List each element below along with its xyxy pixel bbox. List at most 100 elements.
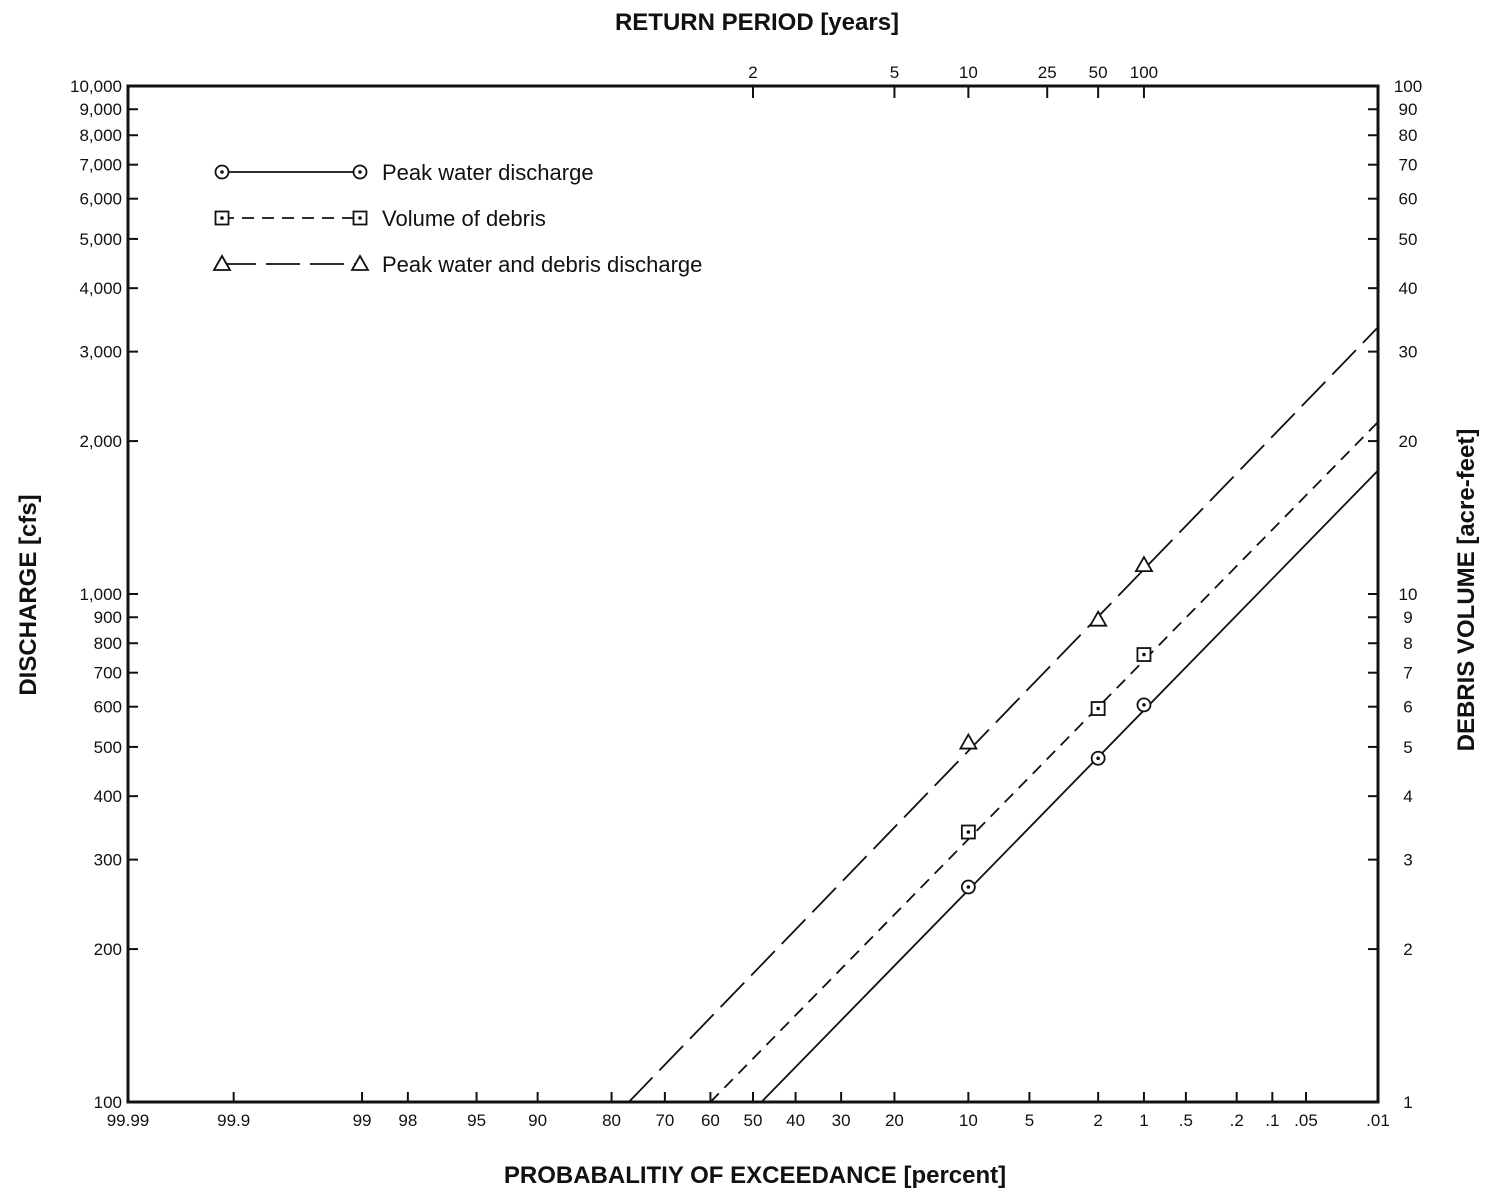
x-tick-label: 10 [959, 1111, 978, 1130]
x-tick-label: 5 [1025, 1111, 1034, 1130]
x-axis-title: PROBABALITIY OF EXCEEDANCE [percent] [504, 1162, 1006, 1189]
marker-center-dot [220, 216, 224, 220]
y2-tick-label: 90 [1399, 100, 1418, 119]
y2-tick-label: 4 [1403, 787, 1412, 806]
y-tick-label: 10,000 [70, 77, 122, 96]
y2-tick-label: 3 [1403, 851, 1412, 870]
legend-label: Peak water discharge [382, 160, 594, 185]
y-tick-label: 400 [94, 787, 122, 806]
y-tick-label: 9,000 [79, 100, 122, 119]
x-tick-label: 95 [467, 1111, 486, 1130]
x-tick-label: .5 [1179, 1111, 1193, 1130]
marker-center-dot [220, 170, 224, 174]
marker-center-dot [966, 885, 971, 889]
plot-frame [126, 84, 1380, 1104]
y2-tick-label: 10 [1399, 585, 1418, 604]
x-tick-label: .1 [1265, 1111, 1279, 1130]
top-tick-label: 10 [959, 63, 978, 82]
x-tick-label: 50 [744, 1111, 763, 1130]
y-tick-label: 1,000 [79, 585, 122, 604]
y2-tick-label: 9 [1403, 608, 1412, 627]
x-tick-label: .05 [1294, 1111, 1318, 1130]
y-tick-label: 100 [94, 1093, 122, 1112]
data-point [1136, 697, 1152, 713]
triangle-marker [1134, 555, 1154, 572]
y2-tick-label: 50 [1399, 230, 1418, 249]
axis-ticks: 99.99 99.9 99 98 95 90 80 70 60 50 40 30 20 10 5 2 1.5.2… [70, 63, 1422, 1130]
x-tick-label: .2 [1230, 1111, 1244, 1130]
y2-tick-label: 1 [1403, 1093, 1412, 1112]
y2-tick-label: 40 [1399, 279, 1418, 298]
y-tick-label: 300 [94, 851, 122, 870]
marker-center-dot [358, 216, 362, 220]
y-tick-label: 900 [94, 608, 122, 627]
triangle-marker [350, 254, 370, 271]
marker-center-dot [966, 830, 971, 834]
legend: Peak water discharge Volume of debris Peak… [212, 160, 702, 277]
y-tick-label: 500 [94, 738, 122, 757]
x-tick-label: .01 [1366, 1111, 1390, 1130]
y2-tick-label: 80 [1399, 126, 1418, 145]
series-lines [628, 326, 1379, 1103]
data-point [1134, 555, 1154, 572]
triangle-marker [1088, 609, 1108, 627]
y2-tick-label: 100 [1394, 77, 1422, 96]
y2-tick-label: 70 [1399, 156, 1418, 175]
y-tick-label: 3,000 [79, 343, 122, 362]
y2-tick-label: 6 [1403, 698, 1412, 717]
triangle-marker [958, 732, 978, 750]
data-point [958, 732, 978, 750]
series-line-1 [760, 469, 1379, 1103]
y2-axis-title: DEBRIS VOLUME [acre-feet] [1453, 429, 1480, 752]
series-markers [958, 555, 1154, 895]
y-tick-label: 800 [94, 634, 122, 653]
marker-center-dot [1142, 652, 1146, 657]
data-point [1090, 701, 1106, 716]
legend-label: Volume of debris [382, 206, 546, 231]
y2-tick-label: 2 [1403, 940, 1412, 959]
y-tick-label: 700 [94, 664, 122, 683]
x-tick-label: 40 [786, 1111, 805, 1130]
data-point [960, 879, 976, 895]
x-tick-label: 99.9 [217, 1111, 250, 1130]
x-tick-label: 30 [832, 1111, 851, 1130]
y2-tick-label: 20 [1399, 432, 1418, 451]
top-tick-label: 100 [1130, 63, 1158, 82]
x-tick-label: 1 [1139, 1111, 1148, 1130]
data-point [1136, 647, 1152, 662]
marker-center-dot [1096, 706, 1100, 711]
legend-label: Peak water and debris discharge [382, 252, 702, 277]
y-tick-label: 6,000 [79, 190, 122, 209]
y2-tick-label: 30 [1399, 343, 1418, 362]
series-line-3 [628, 326, 1379, 1103]
top-tick-label: 25 [1038, 63, 1057, 82]
y-tick-label: 600 [94, 698, 122, 717]
x-tick-label: 99.99 [107, 1111, 150, 1130]
x-tick-label: 60 [701, 1111, 720, 1130]
y2-tick-label: 8 [1403, 634, 1412, 653]
marker-center-dot [1096, 756, 1100, 761]
y-tick-label: 200 [94, 940, 122, 959]
y-tick-label: 5,000 [79, 230, 122, 249]
marker-center-dot [1142, 703, 1146, 707]
x-tick-label: 2 [1093, 1111, 1102, 1130]
top-tick-label: 5 [890, 63, 899, 82]
y-tick-label: 7,000 [79, 156, 122, 175]
data-point [960, 824, 976, 840]
top-tick-label: 50 [1089, 63, 1108, 82]
y-axis-title: DISCHARGE [cfs] [15, 494, 42, 695]
data-point [1090, 750, 1106, 766]
triangle-marker [212, 254, 232, 271]
x-tick-label: 90 [528, 1111, 547, 1130]
marker-center-dot [358, 170, 362, 174]
series-line-2 [709, 421, 1379, 1103]
x-tick-label: 70 [655, 1111, 674, 1130]
x-tick-label: 98 [398, 1111, 417, 1130]
y-tick-label: 8,000 [79, 126, 122, 145]
y2-tick-label: 7 [1403, 664, 1412, 683]
data-point [1088, 609, 1108, 627]
y2-tick-label: 60 [1399, 190, 1418, 209]
x-tick-label: 20 [885, 1111, 904, 1130]
top-axis-title: RETURN PERIOD [years] [615, 9, 899, 36]
y-tick-label: 4,000 [79, 279, 122, 298]
